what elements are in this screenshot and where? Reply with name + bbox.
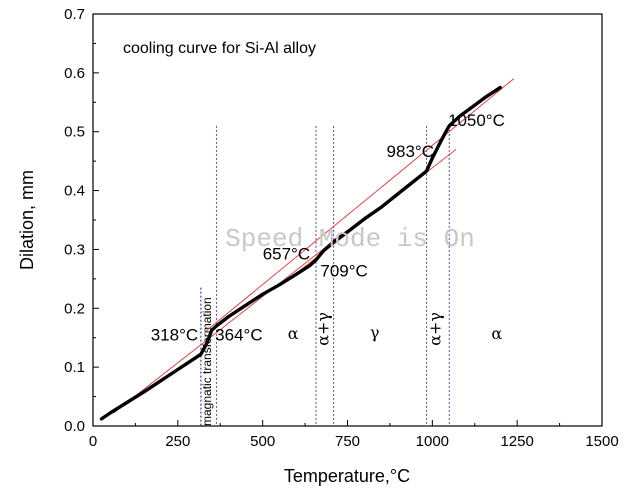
x-axis-ticks: 0 250 500 750 1000 1250 1500	[89, 420, 619, 450]
x-tick-label: 500	[250, 433, 275, 450]
y-tick-label: 0.4	[64, 183, 85, 200]
y-tick-label: 0.3	[64, 241, 85, 258]
plot-frame	[92, 13, 603, 427]
vline-label: magnatic transformation	[200, 297, 214, 426]
x-axis-label: Temperature,°C	[284, 466, 410, 486]
x-tick-label: 0	[89, 433, 97, 450]
x-tick-label: 1500	[585, 433, 618, 450]
watermark: Speed Mode is On	[225, 224, 475, 254]
y-axis-label: Dilation, mm	[17, 170, 37, 270]
y-axis-ticks: 0.0 0.1 0.2 0.3 0.4 0.5 0.6 0.7	[64, 6, 99, 435]
y-tick-label: 0.0	[64, 418, 85, 435]
cooling-curve	[99, 85, 502, 421]
temp-annotation: 983°C	[387, 142, 434, 161]
phase-label: α	[491, 324, 502, 343]
y-tick-label: 0.7	[64, 6, 85, 23]
phase-labels: α α+γ γ α+γ α	[288, 312, 503, 346]
temp-annotation: 709°C	[320, 262, 367, 281]
y-tick-label: 0.5	[64, 124, 85, 141]
phase-label: α	[288, 324, 299, 343]
y-tick-label: 0.6	[64, 65, 85, 82]
phase-label: α+γ	[314, 312, 333, 346]
x-tick-label: 750	[335, 433, 360, 450]
temp-annotation: 657°C	[263, 244, 310, 263]
phase-label: α+γ	[426, 312, 445, 346]
chart-title: cooling curve for Si-Al alloy	[123, 40, 316, 57]
phase-label: γ	[370, 323, 380, 342]
temp-annotation: 1050°C	[448, 111, 505, 130]
fit-line-2	[204, 78, 515, 333]
x-tick-label: 1000	[416, 433, 449, 450]
temperature-annotations: 318°C 364°C 657°C 709°C 983°C 1050°C	[151, 111, 505, 345]
temp-annotation: 364°C	[215, 326, 262, 345]
y-tick-label: 0.2	[64, 300, 85, 317]
x-tick-label: 1250	[500, 433, 533, 450]
x-tick-label: 250	[165, 433, 190, 450]
data-series	[99, 85, 502, 421]
fit-line-1	[113, 243, 331, 414]
y-tick-label: 0.1	[64, 359, 85, 376]
temp-annotation: 318°C	[151, 326, 198, 345]
